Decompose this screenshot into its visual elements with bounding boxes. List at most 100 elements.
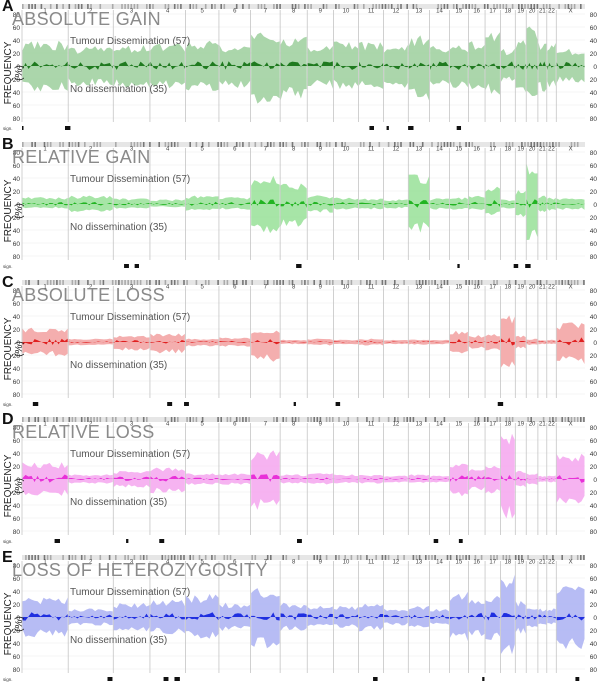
cytoband: [403, 555, 405, 560]
cytoband: [356, 555, 359, 560]
chromosome-label-1: 1: [43, 285, 47, 291]
significance-mark: [433, 539, 439, 543]
cytoband: [499, 417, 501, 422]
cytoband: [235, 417, 238, 422]
cytoband: [111, 417, 114, 422]
cytoband: [62, 555, 64, 560]
cytoband: [301, 142, 303, 147]
cytoband: [282, 142, 284, 147]
area-bottom-chr-7: [251, 342, 280, 362]
panel-letter: E: [2, 549, 13, 566]
area-top-chr-12: [384, 44, 408, 66]
cytoband: [533, 142, 536, 147]
cytoband: [468, 4, 470, 9]
difference-chr-16: [468, 201, 485, 206]
cytoband: [87, 4, 89, 9]
cytoband: [573, 4, 576, 9]
difference-chr-22: [547, 341, 556, 343]
area-top-chr-1: [22, 327, 68, 342]
area-top-chr-X: [556, 586, 585, 617]
chromosome-label-11: 11: [368, 285, 375, 291]
cytoband: [195, 417, 198, 422]
y-tick-label-right: 40: [590, 38, 598, 45]
cytoband: [459, 555, 461, 560]
cytoband: [465, 4, 467, 9]
y-tick-label-right: 20: [590, 215, 598, 222]
cytoband: [567, 417, 570, 422]
chromosome-label-15: 15: [456, 422, 463, 428]
area-bottom-chr-21: [538, 479, 547, 483]
cytoband: [530, 142, 532, 147]
difference-chr-9: [307, 61, 333, 68]
significance-mark: [458, 539, 463, 543]
area-top-chr-16: [468, 195, 485, 204]
cytoband: [375, 280, 377, 285]
cytoband: [322, 4, 325, 9]
cytoband: [282, 555, 284, 560]
area-bottom-chr-15: [449, 342, 468, 354]
cytoband: [139, 555, 142, 560]
panel-title: LOSS OF HETEROZYGOSITY: [12, 560, 268, 580]
y-tick-label-right: 20: [590, 327, 598, 334]
area-bottom-chr-17: [485, 66, 500, 95]
cytoband: [142, 142, 145, 147]
cytoband: [434, 280, 436, 285]
difference-chr-9: [307, 477, 333, 481]
area-bottom-chr-X: [556, 66, 585, 83]
cytoband: [127, 555, 129, 560]
cytoband: [514, 555, 517, 560]
area-bottom-chr-9: [307, 617, 333, 627]
cytoband: [449, 142, 452, 147]
area-top-chr-4: [150, 43, 185, 66]
significance-mark: [386, 126, 389, 130]
cytoband: [108, 555, 111, 560]
cytoband: [471, 280, 474, 285]
cytoband: [558, 280, 560, 285]
area-top-chr-16: [468, 41, 485, 66]
cytoband: [49, 4, 52, 9]
chromosome-label-17: 17: [489, 285, 496, 291]
significance-label: sign.: [3, 539, 13, 544]
chromosome-label-18: 18: [505, 285, 512, 291]
area-top-chr-11: [359, 603, 384, 617]
significance-mark: [174, 677, 180, 681]
cytoband: [580, 555, 582, 560]
significance-mark: [297, 539, 302, 543]
cytoband: [511, 417, 514, 422]
cytoband: [505, 417, 508, 422]
cytoband: [245, 417, 247, 422]
difference-chr-22: [547, 202, 556, 205]
cytoband: [428, 555, 430, 560]
cytoband: [406, 417, 408, 422]
chromosome-label-8: 8: [292, 285, 296, 291]
difference-chr-5: [185, 201, 219, 206]
cytoband: [71, 417, 74, 422]
cytoband: [415, 280, 418, 285]
cytoband: [282, 280, 284, 285]
cytoband: [248, 4, 250, 9]
cytoband: [146, 417, 148, 422]
area-bottom-chr-6: [219, 66, 251, 88]
cytoband: [239, 417, 241, 422]
difference-chr-3: [113, 202, 150, 206]
cytoband: [536, 280, 539, 285]
cytoband: [570, 4, 573, 9]
cytoband: [68, 555, 71, 560]
y-tick-label-right: 60: [590, 516, 598, 523]
area-top-chr-6: [219, 602, 251, 617]
cytoband: [177, 280, 179, 285]
cytoband: [62, 280, 64, 285]
cytoband: [146, 280, 148, 285]
y-tick-label-left: 40: [13, 314, 21, 321]
group-bottom-label: No dissemination (35): [70, 635, 168, 646]
area-top-chr-8: [280, 183, 307, 204]
chromosome-label-19: 19: [517, 147, 524, 153]
cytoband: [102, 280, 105, 285]
cytoband: [136, 280, 139, 285]
difference-chr-9: [307, 201, 333, 206]
y-axis-label: FREQUENCY (%): [3, 317, 25, 381]
chromosome-label-8: 8: [292, 560, 296, 566]
difference-chr-12: [384, 478, 408, 480]
chromosome-label-1: 1: [43, 560, 47, 566]
chromosome-label-16: 16: [473, 285, 480, 291]
